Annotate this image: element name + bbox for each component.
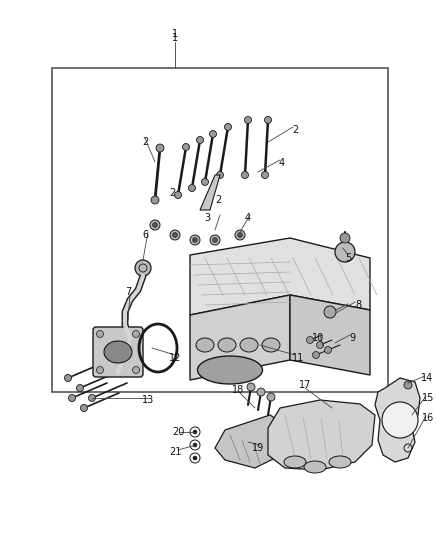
- Circle shape: [151, 196, 159, 204]
- Text: 19: 19: [252, 443, 264, 453]
- Circle shape: [312, 351, 319, 359]
- Circle shape: [335, 242, 355, 262]
- Text: 4: 4: [279, 158, 285, 168]
- Circle shape: [68, 394, 75, 401]
- Bar: [52, 68, 388, 392]
- Circle shape: [133, 367, 139, 374]
- Circle shape: [96, 367, 103, 374]
- Polygon shape: [190, 238, 370, 315]
- Text: 6: 6: [142, 230, 148, 240]
- Ellipse shape: [104, 341, 132, 363]
- Circle shape: [152, 222, 158, 228]
- Circle shape: [88, 394, 95, 401]
- Circle shape: [174, 191, 181, 198]
- Ellipse shape: [240, 338, 258, 352]
- Text: 10: 10: [312, 333, 324, 343]
- Circle shape: [340, 233, 350, 243]
- Circle shape: [324, 306, 336, 318]
- Text: 5: 5: [345, 253, 351, 263]
- FancyBboxPatch shape: [93, 327, 143, 377]
- Circle shape: [170, 230, 180, 240]
- Circle shape: [201, 179, 208, 185]
- Text: 1: 1: [172, 29, 178, 39]
- Circle shape: [156, 144, 164, 152]
- Circle shape: [261, 172, 268, 179]
- Text: 8: 8: [355, 300, 361, 310]
- Circle shape: [212, 238, 218, 243]
- Circle shape: [404, 381, 412, 389]
- Text: 2: 2: [142, 137, 148, 147]
- Circle shape: [77, 384, 84, 392]
- Ellipse shape: [198, 356, 262, 384]
- Text: 17: 17: [299, 380, 311, 390]
- Polygon shape: [375, 378, 420, 462]
- Text: 2: 2: [169, 188, 175, 198]
- Ellipse shape: [284, 456, 306, 468]
- Circle shape: [325, 346, 332, 353]
- Text: 21: 21: [169, 447, 181, 457]
- Circle shape: [96, 330, 103, 337]
- Circle shape: [81, 405, 88, 411]
- Circle shape: [267, 393, 275, 401]
- Text: 14: 14: [421, 373, 433, 383]
- Ellipse shape: [304, 461, 326, 473]
- Circle shape: [247, 383, 255, 391]
- Text: 18: 18: [232, 385, 244, 395]
- Polygon shape: [290, 295, 370, 375]
- Circle shape: [150, 220, 160, 230]
- Text: 4: 4: [245, 213, 251, 223]
- Circle shape: [307, 336, 314, 343]
- Circle shape: [210, 235, 220, 245]
- Circle shape: [188, 184, 195, 191]
- Circle shape: [135, 260, 151, 276]
- Circle shape: [235, 230, 245, 240]
- Ellipse shape: [218, 338, 236, 352]
- Circle shape: [209, 131, 216, 138]
- Circle shape: [192, 238, 198, 243]
- Ellipse shape: [196, 338, 214, 352]
- Ellipse shape: [329, 456, 351, 468]
- Polygon shape: [190, 295, 290, 380]
- Text: 7: 7: [125, 287, 131, 297]
- Circle shape: [244, 117, 251, 124]
- Circle shape: [237, 232, 243, 238]
- Circle shape: [183, 143, 190, 150]
- Polygon shape: [268, 400, 375, 470]
- Text: 20: 20: [172, 427, 184, 437]
- Circle shape: [382, 402, 418, 438]
- Circle shape: [257, 388, 265, 396]
- Circle shape: [197, 136, 204, 143]
- Text: 16: 16: [422, 413, 434, 423]
- Circle shape: [317, 342, 324, 349]
- Text: 13: 13: [142, 395, 154, 405]
- Circle shape: [193, 456, 197, 460]
- Text: 3: 3: [204, 213, 210, 223]
- Circle shape: [133, 330, 139, 337]
- Circle shape: [193, 430, 197, 434]
- Circle shape: [64, 375, 71, 382]
- Circle shape: [190, 235, 200, 245]
- Text: 1: 1: [172, 33, 178, 43]
- Ellipse shape: [262, 338, 280, 352]
- Circle shape: [265, 117, 272, 124]
- Text: 2: 2: [292, 125, 298, 135]
- Circle shape: [193, 443, 197, 447]
- Text: 15: 15: [422, 393, 434, 403]
- Text: 12: 12: [169, 353, 181, 363]
- Circle shape: [173, 232, 177, 238]
- Text: 2: 2: [215, 195, 221, 205]
- Polygon shape: [215, 415, 285, 468]
- Polygon shape: [200, 175, 220, 210]
- Circle shape: [216, 172, 223, 179]
- Text: 9: 9: [349, 333, 355, 343]
- Circle shape: [225, 124, 232, 131]
- Circle shape: [241, 172, 248, 179]
- Text: 11: 11: [292, 353, 304, 363]
